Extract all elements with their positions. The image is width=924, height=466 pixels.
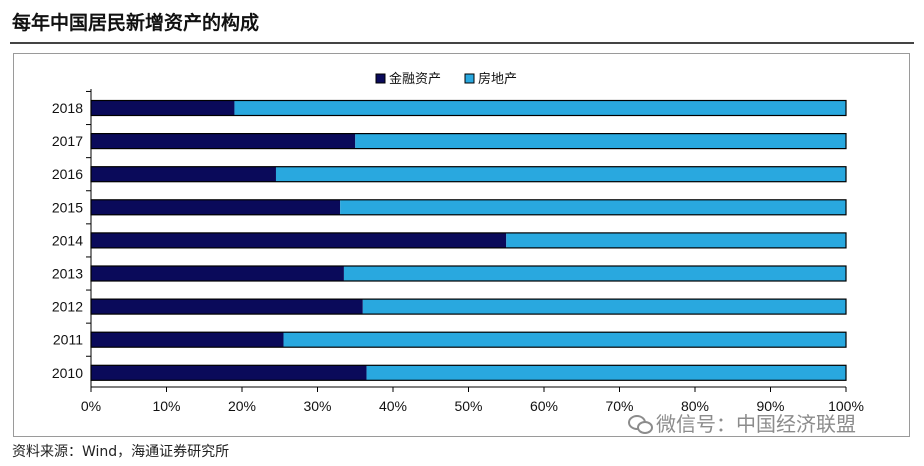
y-tick-label: 2016 [52, 166, 83, 182]
y-tick-label: 2012 [52, 299, 83, 315]
bar-segment [91, 232, 507, 248]
bar-segment [91, 332, 284, 348]
bar-segment [234, 100, 846, 116]
x-tick-label: 10% [152, 398, 180, 414]
legend-swatch [375, 73, 386, 84]
y-tick-label: 2014 [52, 232, 83, 248]
x-tick-label: 40% [379, 398, 407, 414]
chart-frame: 金融资产 房地产 2018 2017 2016 2015 2014 2013 2012 2011 2… [13, 53, 910, 437]
legend-label: 房地产 [478, 71, 517, 87]
bar-segment [275, 166, 847, 182]
legend-label: 金融资产 [389, 71, 441, 87]
bar-segment [343, 266, 846, 281]
bar-segment [506, 232, 846, 248]
y-tick-label: 2018 [52, 100, 83, 116]
x-tick-label: 20% [228, 398, 256, 414]
bar-segment [355, 133, 846, 149]
y-tick-label: 2013 [52, 266, 83, 282]
x-tick-label: 80% [681, 398, 709, 414]
bar-segment [91, 166, 276, 182]
bar-segment [91, 266, 344, 281]
wechat-icon [628, 413, 653, 434]
x-tick-label: 60% [530, 398, 558, 414]
bar-segment [283, 332, 846, 348]
x-tick-label: 70% [605, 398, 633, 414]
x-tick-label: 30% [303, 398, 331, 414]
bar-segment [91, 365, 367, 381]
watermark: 微信号：中国经济联盟 [628, 408, 856, 437]
x-tick-label: 0% [81, 398, 101, 414]
stacked-bar-chart: 金融资产 房地产 2018 2017 2016 2015 2014 2013 2012 2011 2… [52, 71, 864, 414]
bar-segment [91, 100, 235, 116]
y-tick-label: 2011 [53, 332, 83, 348]
y-tick-label: 2017 [52, 133, 83, 149]
bar-segment [366, 365, 846, 381]
source-note: 资料来源：Wind，海通证券研究所 [12, 444, 230, 460]
chart-title: 每年中国居民新增资产的构成 [12, 12, 260, 34]
legend-swatch [464, 73, 475, 84]
x-tick-label: 90% [756, 398, 784, 414]
bar-segment [91, 199, 341, 215]
x-tick-label: 100% [828, 398, 864, 414]
bar-segment [91, 133, 356, 149]
bar-segment [91, 299, 363, 315]
bar-segment [362, 299, 846, 315]
x-tick-label: 50% [454, 398, 482, 414]
bar-segment [340, 199, 846, 215]
y-tick-label: 2015 [52, 199, 83, 215]
title-divider [10, 42, 914, 44]
y-tick-label: 2010 [52, 365, 83, 381]
watermark-text: 微信号：中国经济联盟 [656, 412, 856, 436]
